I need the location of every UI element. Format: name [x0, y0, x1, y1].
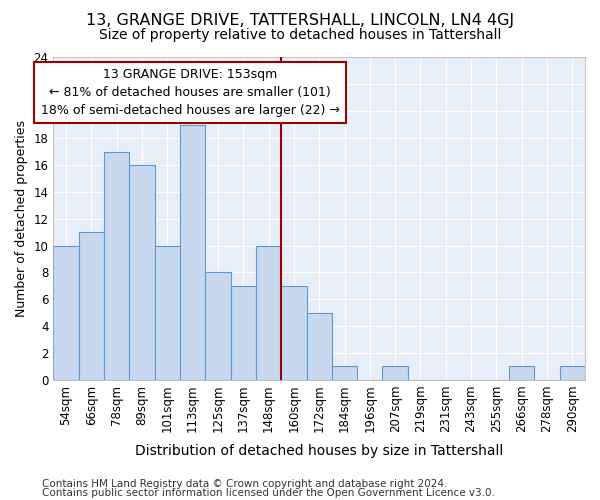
- Bar: [560, 366, 585, 380]
- Bar: [205, 272, 230, 380]
- Bar: [53, 246, 79, 380]
- Bar: [180, 124, 205, 380]
- Bar: [281, 286, 307, 380]
- X-axis label: Distribution of detached houses by size in Tattershall: Distribution of detached houses by size …: [135, 444, 503, 458]
- Text: Contains public sector information licensed under the Open Government Licence v3: Contains public sector information licen…: [42, 488, 495, 498]
- Bar: [104, 152, 130, 380]
- Text: Size of property relative to detached houses in Tattershall: Size of property relative to detached ho…: [99, 28, 501, 42]
- Bar: [79, 232, 104, 380]
- Bar: [155, 246, 180, 380]
- Text: 13 GRANGE DRIVE: 153sqm
← 81% of detached houses are smaller (101)
18% of semi-d: 13 GRANGE DRIVE: 153sqm ← 81% of detache…: [41, 68, 340, 117]
- Text: Contains HM Land Registry data © Crown copyright and database right 2024.: Contains HM Land Registry data © Crown c…: [42, 479, 448, 489]
- Bar: [332, 366, 357, 380]
- Bar: [509, 366, 535, 380]
- Text: 13, GRANGE DRIVE, TATTERSHALL, LINCOLN, LN4 4GJ: 13, GRANGE DRIVE, TATTERSHALL, LINCOLN, …: [86, 12, 514, 28]
- Bar: [307, 312, 332, 380]
- Bar: [230, 286, 256, 380]
- Bar: [382, 366, 408, 380]
- Bar: [130, 165, 155, 380]
- Bar: [256, 246, 281, 380]
- Y-axis label: Number of detached properties: Number of detached properties: [15, 120, 28, 317]
